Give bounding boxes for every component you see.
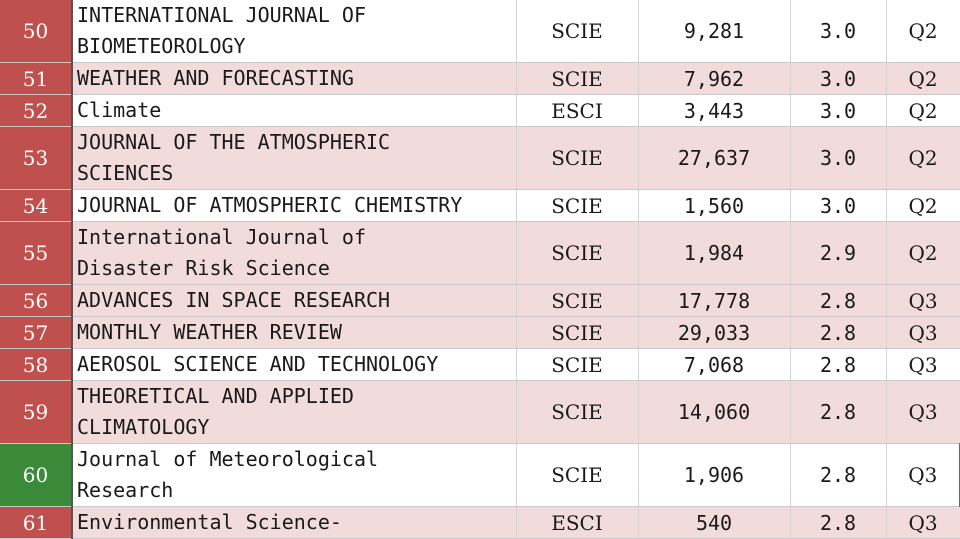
quartile-cell: Q3 [886,348,960,381]
quartile-cell: Q2 [886,94,960,127]
table-row: 54 JOURNAL OF ATMOSPHERIC CHEMISTRY SCIE… [0,189,960,222]
quartile-cell: Q3 [886,284,960,317]
impact-factor-cell: 3.0 [790,94,887,127]
index-cell: SCIE [516,189,639,222]
citations-cell: 9,281 [638,0,791,63]
journal-name-cell: AEROSOL SCIENCE AND TECHNOLOGY [72,348,517,381]
index-cell: SCIE [516,62,639,95]
table-row: 55 International Journal of Disaster Ris… [0,221,960,285]
index-cell: SCIE [516,284,639,317]
rank-cell: 57 [0,316,73,349]
quartile-cell: Q2 [886,62,960,95]
rank-cell: 51 [0,62,73,95]
table-row: 56 ADVANCES IN SPACE RESEARCH SCIE 17,77… [0,284,960,317]
journal-name-cell: THEORETICAL AND APPLIED CLIMATOLOGY [72,380,517,444]
journal-name-cell: Journal of Meteorological Research [72,443,517,507]
rank-cell: 52 [0,94,73,127]
index-cell: SCIE [516,380,639,444]
citations-cell: 27,637 [638,126,791,190]
table-row: 57 MONTHLY WEATHER REVIEW SCIE 29,033 2.… [0,316,960,349]
rank-cell: 58 [0,348,73,381]
journal-name-cell: Climate [72,94,517,127]
rank-cell: 56 [0,284,73,317]
impact-factor-cell: 2.9 [790,221,887,285]
quartile-cell: Q3 [886,443,960,507]
table-row: 53 JOURNAL OF THE ATMOSPHERIC SCIENCES S… [0,126,960,190]
table-row: 60 Journal of Meteorological Research SC… [0,443,960,507]
journal-name-cell: Environmental Science- [72,506,517,539]
quartile-cell: Q2 [886,221,960,285]
quartile-cell: Q3 [886,506,960,539]
citations-cell: 1,984 [638,221,791,285]
table-row: 59 THEORETICAL AND APPLIED CLIMATOLOGY S… [0,380,960,444]
citations-cell: 17,778 [638,284,791,317]
impact-factor-cell: 2.8 [790,348,887,381]
journal-name-cell: International Journal of Disaster Risk S… [72,221,517,285]
impact-factor-cell: 3.0 [790,126,887,190]
quartile-cell: Q2 [886,126,960,190]
impact-factor-cell: 2.8 [790,284,887,317]
rank-cell: 55 [0,221,73,285]
journal-name-cell: JOURNAL OF ATMOSPHERIC CHEMISTRY [72,189,517,222]
index-cell: SCIE [516,221,639,285]
index-cell: SCIE [516,316,639,349]
citations-cell: 1,906 [638,443,791,507]
index-cell: SCIE [516,443,639,507]
impact-factor-cell: 3.0 [790,0,887,63]
journal-name-cell: WEATHER AND FORECASTING [72,62,517,95]
citations-cell: 7,068 [638,348,791,381]
journal-name-cell: ADVANCES IN SPACE RESEARCH [72,284,517,317]
table-row: 50 INTERNATIONAL JOURNAL OF BIOMETEOROLO… [0,0,960,63]
rank-cell: 54 [0,189,73,222]
journal-name-cell: INTERNATIONAL JOURNAL OF BIOMETEOROLOGY [72,0,517,63]
citations-cell: 1,560 [638,189,791,222]
citations-cell: 14,060 [638,380,791,444]
quartile-cell: Q2 [886,0,960,63]
table-row: 61 Environmental Science- ESCI 540 2.8 Q… [0,506,960,539]
impact-factor-cell: 3.0 [790,62,887,95]
impact-factor-cell: 2.8 [790,380,887,444]
index-cell: ESCI [516,506,639,539]
citations-cell: 540 [638,506,791,539]
citations-cell: 3,443 [638,94,791,127]
index-cell: SCIE [516,348,639,381]
impact-factor-cell: 2.8 [790,316,887,349]
citations-cell: 29,033 [638,316,791,349]
table-row: 51 WEATHER AND FORECASTING SCIE 7,962 3.… [0,62,960,95]
quartile-cell: Q2 [886,189,960,222]
index-cell: ESCI [516,94,639,127]
rank-cell: 60 [0,443,73,507]
quartile-cell: Q3 [886,380,960,444]
journal-name-cell: MONTHLY WEATHER REVIEW [72,316,517,349]
rank-cell: 50 [0,0,73,63]
impact-factor-cell: 2.8 [790,443,887,507]
table-row: 58 AEROSOL SCIENCE AND TECHNOLOGY SCIE 7… [0,348,960,381]
quartile-cell: Q3 [886,316,960,349]
index-cell: SCIE [516,0,639,63]
rank-cell: 59 [0,380,73,444]
rank-cell: 53 [0,126,73,190]
journal-name-cell: JOURNAL OF THE ATMOSPHERIC SCIENCES [72,126,517,190]
impact-factor-cell: 2.8 [790,506,887,539]
rank-cell: 61 [0,506,73,539]
impact-factor-cell: 3.0 [790,189,887,222]
index-cell: SCIE [516,126,639,190]
citations-cell: 7,962 [638,62,791,95]
table-row: 52 Climate ESCI 3,443 3.0 Q2 [0,94,960,127]
